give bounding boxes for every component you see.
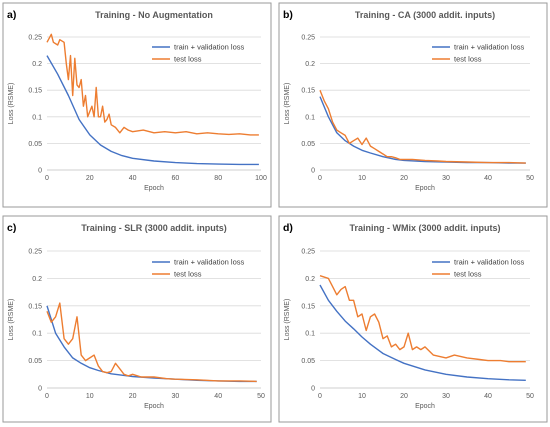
legend-label-test: test loss [454, 270, 482, 279]
panel-letter: c) [7, 222, 16, 234]
y-tick-label: 0.25 [301, 35, 315, 42]
x-tick-label: 0 [45, 393, 49, 400]
y-tick-label: 0.1 [305, 114, 315, 121]
legend-label-test: test loss [174, 270, 202, 279]
series-line-test [319, 275, 526, 363]
y-axis-label: Loss (RSME) [284, 83, 291, 125]
y-tick-label: 0.15 [301, 88, 315, 95]
x-tick-label: 50 [526, 175, 534, 182]
legend-label-train: train + validation loss [174, 258, 244, 267]
panel-letter: a) [7, 9, 16, 21]
x-tick-label: 50 [526, 393, 534, 400]
y-tick-label: 0.25 [28, 35, 42, 42]
x-tick-label: 40 [129, 175, 137, 182]
x-tick-label: 10 [86, 393, 94, 400]
x-tick-label: 40 [484, 175, 492, 182]
x-tick-label: 10 [358, 175, 366, 182]
chart-panel-1: b) Training - CA (3000 addit. inputs) 0 0.0… [278, 2, 548, 208]
chart-panel-0: a) Training - No Augmentation 0 0.05 0.1 0.15… [2, 2, 272, 208]
x-tick-label: 20 [400, 175, 408, 182]
x-tick-label: 30 [172, 393, 180, 400]
y-tick-label: 0.2 [305, 276, 315, 283]
panel-letter: d) [283, 222, 293, 234]
x-axis-label: Epoch [144, 403, 164, 410]
y-tick-label: 0.25 [301, 249, 315, 256]
series-line-test [46, 302, 257, 383]
y-tick-label: 0.05 [28, 141, 42, 148]
x-tick-label: 30 [442, 175, 450, 182]
chart-panel-3: d) Training - WMix (3000 addit. inputs)00… [278, 215, 548, 423]
y-tick-label: 0.2 [32, 276, 42, 283]
x-tick-label: 0 [318, 175, 322, 182]
y-tick-label: 0.1 [32, 331, 42, 338]
chart-title: Training - SLR (3000 addit. inputs) [81, 223, 227, 233]
legend-label-test: test loss [454, 55, 482, 64]
x-tick-label: 60 [172, 175, 180, 182]
y-tick-label: 0.05 [301, 141, 315, 148]
y-tick-label: 0 [311, 168, 315, 175]
x-tick-label: 20 [129, 393, 137, 400]
y-tick-label: 0.25 [28, 249, 42, 256]
x-axis-label: Epoch [415, 185, 435, 192]
y-tick-label: 0.2 [32, 61, 42, 68]
series-line-train [319, 284, 526, 381]
y-tick-label: 0 [311, 386, 315, 393]
y-tick-label: 0 [38, 386, 42, 393]
chart-title: Training - No Augmentation [95, 10, 213, 20]
x-tick-label: 20 [400, 393, 408, 400]
panel-frame [2, 215, 272, 423]
y-tick-label: 0.15 [28, 88, 42, 95]
chart-panel-2: c) Training - SLR (3000 addit. inputs) 0 0.… [2, 215, 272, 423]
panel-letter: b) [283, 9, 293, 21]
x-tick-label: 0 [318, 393, 322, 400]
y-tick-label: 0 [38, 168, 42, 175]
y-tick-label: 0.1 [305, 331, 315, 338]
x-tick-label: 30 [442, 393, 450, 400]
x-tick-label: 0 [45, 175, 49, 182]
y-axis-label: Loss (RSME) [8, 83, 15, 125]
x-tick-label: 80 [214, 175, 222, 182]
panel-frame [278, 215, 548, 423]
x-tick-label: 20 [86, 175, 94, 182]
panel-frame [2, 2, 272, 208]
legend-label-train: train + validation loss [454, 43, 524, 52]
y-tick-label: 0.15 [28, 303, 42, 310]
chart-title: Training - CA (3000 addit. inputs) [355, 10, 495, 20]
chart-title: Training - WMix (3000 addit. inputs) [349, 223, 500, 233]
x-tick-label: 50 [257, 393, 265, 400]
legend-label-train: train + validation loss [174, 43, 244, 52]
y-tick-label: 0.2 [305, 61, 315, 68]
y-axis-label: Loss (RSME) [8, 299, 15, 341]
x-axis-label: Epoch [144, 185, 164, 192]
series-line-train [46, 55, 259, 166]
y-axis-label: Loss (RSME) [284, 299, 291, 341]
y-tick-label: 0.15 [301, 303, 315, 310]
x-tick-label: 100 [255, 175, 267, 182]
y-tick-label: 0.05 [28, 358, 42, 365]
x-tick-label: 10 [358, 393, 366, 400]
y-tick-label: 0.05 [301, 358, 315, 365]
legend-label-test: test loss [174, 55, 202, 64]
x-tick-label: 40 [214, 393, 222, 400]
y-tick-label: 0.1 [32, 114, 42, 121]
x-tick-label: 40 [484, 393, 492, 400]
series-line-test [46, 33, 259, 136]
series-line-test [319, 89, 526, 164]
x-axis-label: Epoch [415, 403, 435, 410]
legend-label-train: train + validation loss [454, 258, 524, 267]
